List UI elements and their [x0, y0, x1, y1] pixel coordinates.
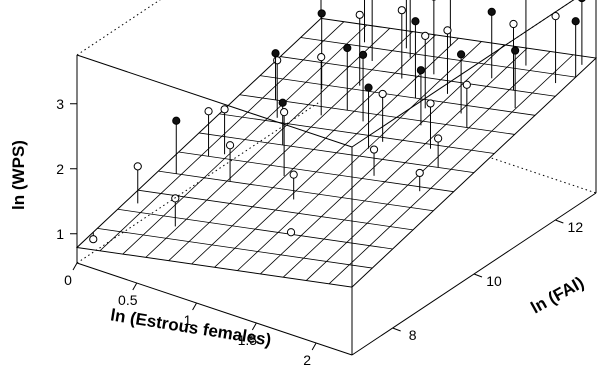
x-axis-ticks: 0 0.5 1 1.5 2: [64, 262, 317, 365]
y-tick-label: 8: [409, 327, 417, 343]
data-points: [89, 0, 586, 244]
box-edge: [76, 0, 161, 56]
data-point-open: [286, 228, 296, 237]
data-point-open: [397, 6, 406, 15]
y-tick-label: 10: [486, 273, 502, 289]
data-point-filled: [343, 43, 352, 53]
x-tick-mark: [192, 302, 197, 311]
z-axis-title: ln (WPS): [9, 140, 28, 210]
x-tick-mark: [311, 342, 317, 351]
data-point-open: [225, 141, 235, 150]
x-tick-mark: [132, 282, 138, 291]
y-tick-label: 12: [568, 219, 584, 235]
data-point-filled: [578, 0, 586, 3]
data-point-filled: [411, 17, 420, 26]
plane-gridline: [280, 56, 556, 97]
data-point-open: [273, 56, 282, 65]
box-edge: [76, 262, 353, 356]
data-point-filled: [172, 116, 181, 125]
data-point-open: [421, 31, 430, 41]
data-point-filled: [487, 7, 496, 16]
data-point-filled: [364, 83, 373, 92]
data-point-filled: [358, 50, 368, 60]
y-tick-mark: [555, 219, 564, 224]
data-point-filled: [278, 98, 287, 107]
y-tick-mark: [392, 327, 401, 332]
data-point-open: [89, 235, 98, 244]
data-point-open: [133, 162, 142, 171]
data-point-open: [426, 99, 435, 108]
z-tick-label: 3: [56, 96, 64, 112]
regression-plane: [75, 17, 598, 288]
box-edge: [76, 54, 353, 148]
data-point-open: [378, 89, 387, 99]
data-point-open: [509, 19, 518, 29]
data-point-filled: [457, 50, 466, 59]
data-point-open: [551, 12, 560, 21]
data-point-open: [171, 194, 180, 203]
data-point-open: [462, 80, 471, 89]
data-point-open: [289, 170, 298, 179]
data-point-open: [204, 107, 213, 116]
z-tick-label: 1: [56, 226, 64, 242]
y-tick-mark: [473, 273, 483, 278]
x-tick-label: 1.5: [238, 332, 258, 348]
data-point-filled: [571, 17, 580, 26]
z-tick-label: 2: [56, 161, 64, 177]
box-edge: [351, 0, 575, 148]
data-point-filled: [511, 46, 520, 55]
data-point-filled: [317, 9, 326, 18]
data-point-open: [355, 10, 364, 19]
y-axis-title: ln (FAI): [528, 273, 588, 318]
data-point-filled: [416, 66, 426, 75]
z-axis-ticks: 1 2 3: [56, 96, 77, 242]
data-point-open: [369, 145, 379, 154]
data-point-open: [443, 26, 452, 35]
x-tick-mark: [72, 262, 78, 271]
y-axis-ticks: 8 10 12: [392, 219, 584, 343]
plane-gridline: [328, 54, 574, 285]
data-point-open: [434, 134, 443, 143]
x-tick-label: 0: [64, 272, 72, 288]
data-point-filled: [271, 49, 280, 58]
data-point-open: [317, 53, 326, 62]
x-tick-label: 1: [184, 312, 192, 328]
data-point-open: [220, 105, 229, 114]
x-tick-mark: [251, 322, 257, 331]
box-edge: [76, 100, 322, 264]
data-point-open: [415, 168, 424, 178]
x-tick-label: 0.5: [118, 292, 138, 308]
data-point-open: [280, 108, 289, 117]
x-tick-label: 2: [303, 352, 311, 365]
